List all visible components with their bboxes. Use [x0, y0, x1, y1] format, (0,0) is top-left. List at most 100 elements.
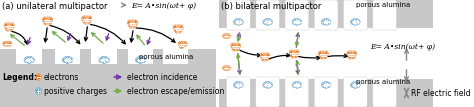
FancyBboxPatch shape: [285, 0, 309, 30]
Circle shape: [133, 20, 137, 25]
Circle shape: [351, 54, 355, 59]
Circle shape: [132, 23, 136, 28]
Circle shape: [323, 54, 327, 59]
Text: electron escape/emission: electron escape/emission: [127, 86, 224, 96]
Circle shape: [355, 82, 358, 86]
Circle shape: [239, 83, 243, 87]
Circle shape: [140, 57, 144, 61]
Circle shape: [6, 26, 10, 31]
FancyBboxPatch shape: [344, 77, 367, 107]
Circle shape: [352, 19, 356, 23]
Circle shape: [223, 34, 227, 38]
Bar: [154, 49, 163, 64]
Circle shape: [355, 19, 358, 23]
Circle shape: [180, 44, 183, 48]
Circle shape: [141, 58, 146, 62]
Circle shape: [7, 23, 11, 28]
Circle shape: [102, 59, 106, 63]
Circle shape: [354, 21, 357, 25]
Circle shape: [232, 46, 237, 51]
Circle shape: [319, 51, 323, 56]
Circle shape: [238, 19, 242, 23]
Text: electrons: electrons: [44, 73, 79, 82]
Circle shape: [295, 50, 299, 55]
Text: E= A•sin(ωt+ φ): E= A•sin(ωt+ φ): [370, 43, 435, 51]
Circle shape: [264, 56, 268, 61]
Circle shape: [356, 83, 360, 87]
Bar: [219, 79, 433, 107]
Bar: [219, 28, 433, 79]
Circle shape: [83, 19, 88, 24]
Circle shape: [324, 51, 328, 56]
Circle shape: [324, 21, 328, 25]
Circle shape: [293, 53, 297, 58]
Circle shape: [176, 25, 180, 30]
Bar: [0, 64, 217, 107]
Circle shape: [296, 82, 300, 86]
Text: porous alumina: porous alumina: [139, 54, 193, 60]
Circle shape: [324, 84, 328, 88]
Text: porous alumina: porous alumina: [356, 2, 410, 8]
Circle shape: [292, 20, 296, 24]
Circle shape: [231, 43, 235, 48]
Circle shape: [9, 23, 14, 28]
Circle shape: [352, 51, 356, 56]
Bar: [219, 0, 433, 28]
Circle shape: [239, 20, 243, 24]
Circle shape: [36, 74, 41, 80]
Circle shape: [234, 20, 237, 24]
Circle shape: [264, 19, 268, 23]
FancyBboxPatch shape: [314, 77, 338, 107]
Bar: [0, 49, 17, 64]
Circle shape: [356, 20, 360, 24]
FancyBboxPatch shape: [256, 77, 280, 107]
Circle shape: [322, 83, 325, 87]
Circle shape: [294, 82, 297, 86]
Circle shape: [264, 82, 268, 86]
Circle shape: [183, 42, 187, 46]
Circle shape: [8, 42, 11, 46]
Circle shape: [298, 83, 301, 87]
Circle shape: [227, 34, 230, 38]
Circle shape: [235, 19, 239, 23]
Circle shape: [3, 42, 7, 46]
Circle shape: [291, 53, 295, 58]
Bar: [117, 49, 128, 64]
Circle shape: [263, 53, 267, 58]
Circle shape: [320, 54, 324, 59]
Text: Legend:: Legend:: [2, 73, 37, 82]
Circle shape: [260, 53, 264, 58]
Circle shape: [298, 20, 301, 24]
Circle shape: [350, 51, 354, 56]
Circle shape: [28, 57, 33, 61]
Circle shape: [262, 56, 265, 61]
Circle shape: [236, 43, 240, 48]
Circle shape: [265, 53, 269, 58]
FancyBboxPatch shape: [314, 0, 338, 30]
Circle shape: [296, 19, 300, 23]
Circle shape: [44, 20, 48, 25]
FancyBboxPatch shape: [373, 77, 396, 107]
Bar: [17, 47, 42, 64]
Bar: [163, 47, 188, 64]
Circle shape: [4, 23, 9, 28]
Circle shape: [321, 51, 325, 56]
Circle shape: [30, 58, 34, 62]
Circle shape: [295, 84, 299, 88]
Circle shape: [323, 19, 327, 23]
Circle shape: [176, 28, 180, 32]
Circle shape: [63, 58, 67, 62]
Circle shape: [354, 84, 357, 88]
Circle shape: [292, 50, 296, 55]
Text: (b) bilateral multipactor: (b) bilateral multipactor: [221, 2, 321, 11]
Circle shape: [130, 20, 135, 25]
Circle shape: [227, 66, 230, 70]
Circle shape: [175, 28, 179, 33]
Text: E= A•sin(ωt+ φ): E= A•sin(ωt+ φ): [131, 2, 196, 10]
Circle shape: [327, 20, 330, 24]
Text: porous alumina: porous alumina: [356, 79, 410, 85]
Circle shape: [105, 58, 109, 62]
Circle shape: [100, 58, 103, 62]
Circle shape: [86, 19, 90, 24]
Circle shape: [26, 57, 30, 61]
